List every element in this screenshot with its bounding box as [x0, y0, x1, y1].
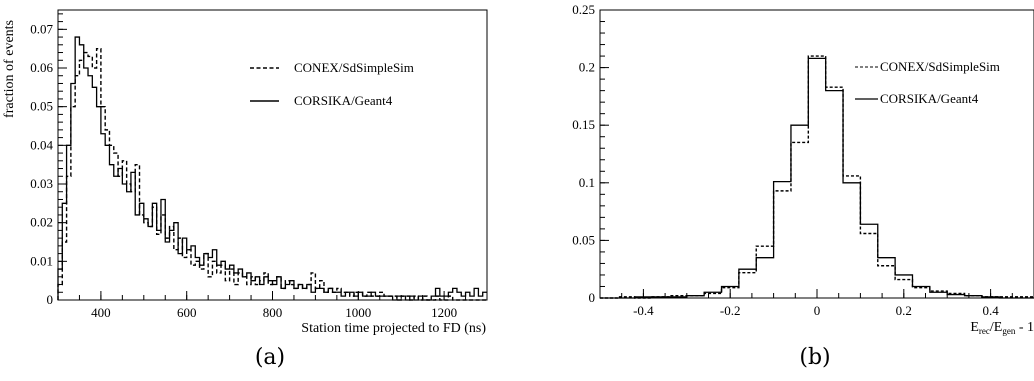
- panel-b-x-tick-label: 0.4: [982, 303, 999, 318]
- panel-b-y-tick-label: 0: [589, 290, 596, 305]
- panel-b-x-tick-label: 0: [814, 303, 821, 318]
- panel-a-x-tick-label: 400: [91, 305, 111, 320]
- panel-b-x-label-e: E: [970, 320, 979, 335]
- panel-b-x-tick-label: -0.4: [633, 303, 654, 318]
- panel-b-x-label-sub-rec: rec: [979, 326, 990, 336]
- panel-b-x-label-tail: - 1: [1015, 320, 1034, 335]
- panel-b-legend-label-corsika: CORSIKA/Geant4: [880, 91, 979, 106]
- panel-a-y-tick-label: 0.03: [30, 176, 53, 191]
- panel-a-x-tick-label: 1000: [345, 305, 371, 320]
- panel-a-y-axis-label: fraction of events: [2, 20, 17, 118]
- panel-a-x-tick-label: 600: [177, 305, 197, 320]
- panel-a-y-tick-label: 0: [47, 292, 54, 307]
- panel-a-y-tick-label: 0.07: [30, 21, 53, 36]
- panel-b-y-tick-label: 0.15: [572, 117, 595, 132]
- panel-b-x-tick-label: 0.2: [896, 303, 912, 318]
- panel-a-y-tick-label: 0.02: [30, 215, 53, 230]
- panel-b-label: (b): [799, 345, 830, 370]
- panel-a-x-tick-label: 800: [263, 305, 283, 320]
- panel-b-y-tick-label: 0.25: [572, 2, 595, 17]
- panel-a-x-axis-label: Station time projected to FD (ns): [301, 321, 486, 336]
- panel-a-y-tick-label: 0.04: [30, 137, 53, 152]
- panel-a-chart: 0 0.01 0.02 0.03 0.04 0.05 0.06 0.07 400 600 800 10…: [2, 9, 488, 370]
- panel-a-legend-label-conex: CONEX/SdSimpleSim: [294, 60, 414, 75]
- panel-b-legend-label-conex: CONEX/SdSimpleSim: [880, 59, 1000, 74]
- panel-b-legend: CONEX/SdSimpleSim CORSIKA/Geant4: [855, 59, 1000, 106]
- panel-b-x-tick-label: -0.2: [720, 303, 741, 318]
- panel-a-legend-label-corsika: CORSIKA/Geant4: [294, 93, 393, 108]
- panel-a-frame: [57, 9, 488, 301]
- panel-a-y-tick-label: 0.01: [30, 253, 53, 268]
- panel-a-label: (a): [255, 345, 285, 370]
- panel-b-chart: 0 0.05 0.1 0.15 0.2 0.25 -0.4 -0.2 0 0.2 0.4 Erec/…: [572, 2, 1034, 370]
- panel-b-y-tick-label: 0.1: [579, 175, 595, 190]
- panel-b-y-tick-label: 0.2: [579, 60, 595, 75]
- panel-a-y-tick-label: 0.06: [30, 60, 53, 75]
- panel-b-y-tick-label: 0.05: [572, 232, 595, 247]
- panel-a-series-corsika: [57, 36, 487, 301]
- panel-a-x-tick-label: 1200: [431, 305, 457, 320]
- panel-b-series-corsika: [600, 57, 1034, 299]
- panel-a-legend: CONEX/SdSimpleSim CORSIKA/Geant4: [250, 60, 414, 108]
- panel-b-x-label-slash-e: /E: [990, 320, 1002, 335]
- panel-a-y-tick-label: 0.05: [30, 99, 53, 114]
- panel-b-x-axis-label: Erec/Egen - 1: [970, 320, 1034, 336]
- panel-b-frame: [599, 9, 1034, 299]
- panel-b-x-label-sub-gen: gen: [1002, 326, 1015, 336]
